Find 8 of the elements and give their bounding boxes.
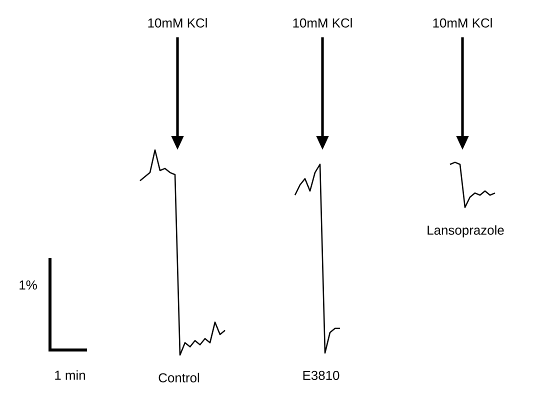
series-label: E3810 [303, 370, 340, 380]
text: 1 min [55, 370, 85, 380]
series-label: Lansoprazole [428, 225, 504, 238]
text: 10mM KCl [293, 18, 352, 28]
series-label: Control [158, 372, 200, 382]
text: 10mM KCl [433, 18, 492, 28]
text: 10mM KCl [148, 18, 207, 28]
text: 1% [20, 280, 37, 290]
